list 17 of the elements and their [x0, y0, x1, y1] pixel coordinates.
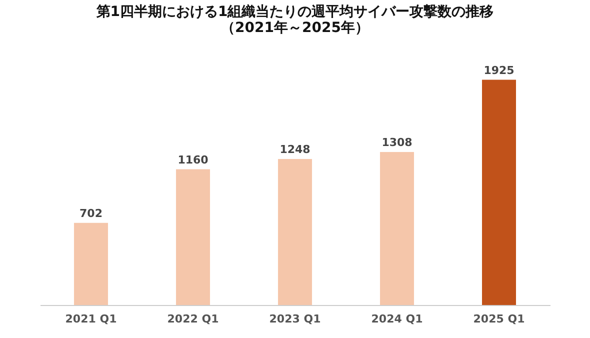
- text: （2021年～2025年）: [221, 20, 369, 36]
- data-label: 1160: [178, 153, 209, 166]
- text: 第1四半期における1組織当たりの週平均サイバー攻撃数の推移: [96, 4, 494, 20]
- bar: [482, 80, 516, 305]
- data-label: 1925: [484, 64, 514, 77]
- data-label: 702: [80, 206, 102, 220]
- x-tick-label: 2021 Q1: [65, 312, 117, 326]
- x-tick-label: 2024 Q1: [371, 312, 423, 326]
- data-label: 1248: [280, 142, 310, 156]
- x-tick-label: 2023 Q1: [269, 312, 321, 326]
- x-tick-label: 2025 Q1: [473, 312, 525, 326]
- bar: [176, 169, 210, 305]
- bar: [74, 222, 108, 305]
- bar: [380, 152, 414, 305]
- bar: [278, 158, 312, 305]
- x-tick-label: 2022 Q1: [167, 312, 219, 326]
- data-label: 1308: [382, 136, 412, 149]
